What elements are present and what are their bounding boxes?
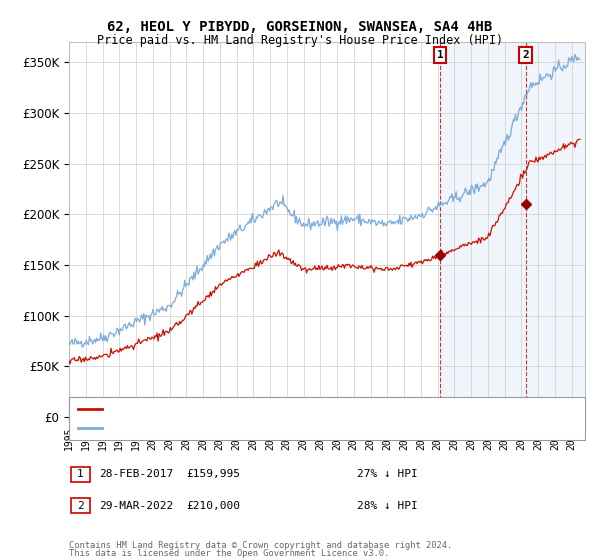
Text: This data is licensed under the Open Government Licence v3.0.: This data is licensed under the Open Gov… [69,549,389,558]
Text: 27% ↓ HPI: 27% ↓ HPI [357,469,418,479]
Text: 1: 1 [77,469,84,479]
Text: 2: 2 [522,50,529,60]
Text: Price paid vs. HM Land Registry's House Price Index (HPI): Price paid vs. HM Land Registry's House … [97,34,503,46]
Text: 2: 2 [77,501,84,511]
Text: £159,995: £159,995 [186,469,240,479]
Text: 62, HEOL Y PIBYDD, GORSEINON, SWANSEA, SA4 4HB (detached house): 62, HEOL Y PIBYDD, GORSEINON, SWANSEA, S… [108,404,502,413]
Text: Contains HM Land Registry data © Crown copyright and database right 2024.: Contains HM Land Registry data © Crown c… [69,541,452,550]
Text: 1: 1 [437,50,443,60]
Bar [440,42,585,417]
Text: 28-FEB-2017: 28-FEB-2017 [99,469,173,479]
Text: 28% ↓ HPI: 28% ↓ HPI [357,501,418,511]
Text: £210,000: £210,000 [186,501,240,511]
Text: HPI: Average price, detached house, Swansea: HPI: Average price, detached house, Swan… [108,423,377,433]
Text: 29-MAR-2022: 29-MAR-2022 [99,501,173,511]
Text: 62, HEOL Y PIBYDD, GORSEINON, SWANSEA, SA4 4HB: 62, HEOL Y PIBYDD, GORSEINON, SWANSEA, S… [107,20,493,34]
